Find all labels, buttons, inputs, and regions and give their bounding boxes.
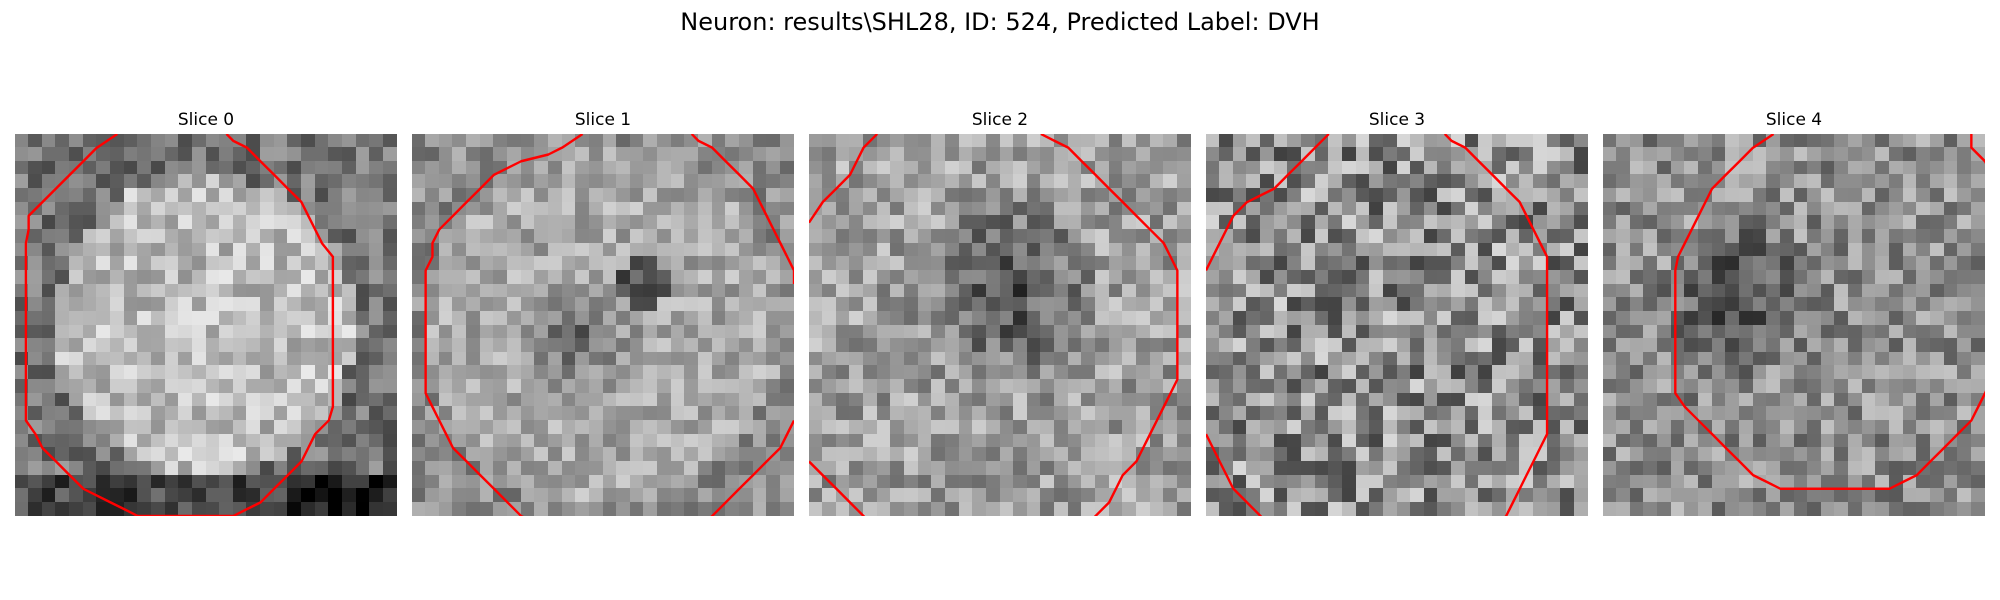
slice-image-3 bbox=[1206, 134, 1588, 516]
slice-panel-2: Slice 2 bbox=[809, 110, 1191, 516]
slice-image-1 bbox=[412, 134, 794, 516]
slice-title-1: Slice 1 bbox=[574, 110, 632, 130]
slice-title-0: Slice 0 bbox=[177, 110, 235, 130]
slice-panel-3: Slice 3 bbox=[1206, 110, 1588, 516]
slice-panel-0: Slice 0 bbox=[15, 110, 397, 516]
slice-image-2 bbox=[809, 134, 1191, 516]
slice-panel-1: Slice 1 bbox=[412, 110, 794, 516]
slice-title-2: Slice 2 bbox=[971, 110, 1029, 130]
figure-title: Neuron: results\SHL28, ID: 524, Predicte… bbox=[680, 8, 1320, 36]
slice-title-4: Slice 4 bbox=[1765, 110, 1823, 130]
slice-panel-4: Slice 4 bbox=[1603, 110, 1985, 516]
slice-image-0 bbox=[15, 134, 397, 516]
slice-title-3: Slice 3 bbox=[1368, 110, 1426, 130]
slice-image-4 bbox=[1603, 134, 1985, 516]
